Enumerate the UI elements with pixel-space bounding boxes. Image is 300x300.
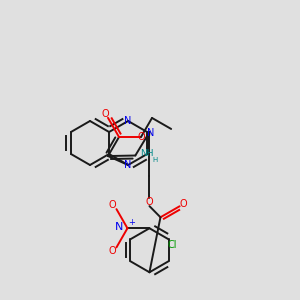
Text: O: O	[180, 199, 188, 209]
Text: Cl: Cl	[168, 240, 177, 250]
Text: O: O	[137, 132, 145, 142]
Text: N: N	[147, 128, 154, 138]
Text: N: N	[115, 222, 124, 232]
Text: N: N	[124, 160, 132, 170]
Text: H: H	[153, 157, 158, 163]
Text: O: O	[101, 109, 109, 119]
Text: O: O	[109, 246, 116, 256]
Text: O: O	[146, 197, 153, 207]
Text: O: O	[109, 200, 116, 210]
Text: N: N	[124, 116, 132, 126]
Text: NH: NH	[141, 149, 154, 158]
Text: +: +	[128, 218, 135, 227]
